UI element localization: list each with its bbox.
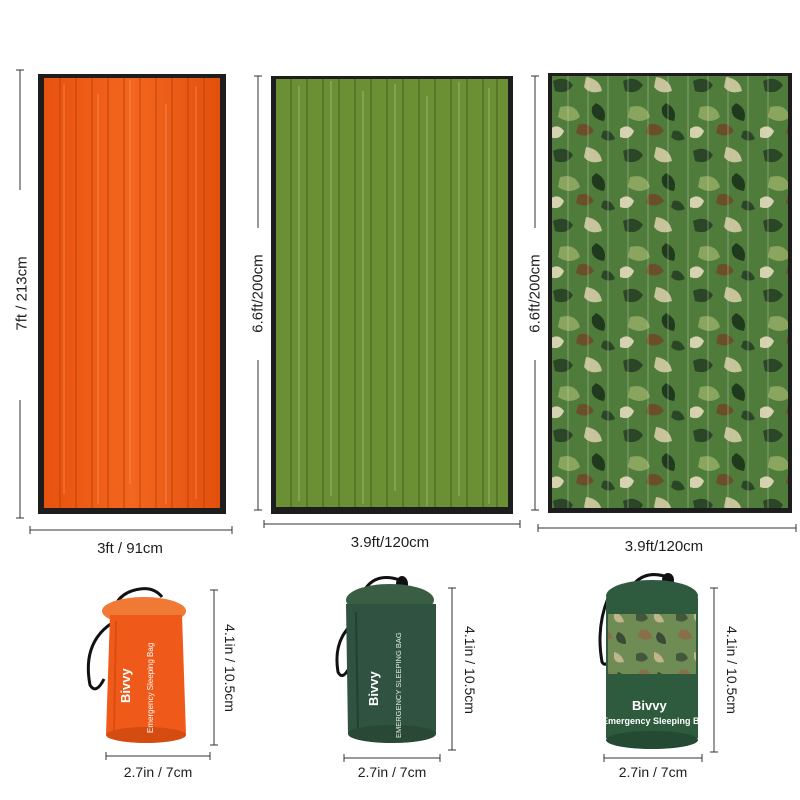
green-width-label: 3.9ft/120cm bbox=[350, 534, 430, 551]
green-pouch-height-label: 4.1in / 10.5cm bbox=[462, 626, 478, 714]
orange-pouch: Bivvy Emergency Sleeping Bag bbox=[82, 585, 212, 750]
camo-pouch-subtitle: Emergency Sleeping Bag bbox=[602, 716, 711, 726]
camo-pouch-width-label: 2.7in / 7cm bbox=[618, 764, 688, 780]
orange-pouch-brand: Bivvy bbox=[118, 668, 133, 703]
green-pouch: Bivvy EMERGENCY SLEEPING BAG bbox=[320, 570, 450, 750]
camo-length-label: 6.6ft/200cm bbox=[526, 254, 544, 333]
orange-blanket bbox=[38, 74, 226, 514]
camo-pouch: Bivvy Emergency Sleeping Bag bbox=[592, 568, 711, 752]
green-pouch-subtitle: EMERGENCY SLEEPING BAG bbox=[394, 632, 403, 738]
camo-blanket bbox=[548, 73, 792, 513]
green-pouch-brand: Bivvy bbox=[366, 671, 381, 706]
green-pouch-width-label: 2.7in / 7cm bbox=[357, 764, 427, 780]
green-blanket bbox=[271, 76, 513, 514]
orange-pouch-subtitle: Emergency Sleeping Bag bbox=[146, 642, 155, 733]
orange-width-label: 3ft / 91cm bbox=[97, 540, 163, 557]
camo-width-label: 3.9ft/120cm bbox=[624, 538, 704, 555]
orange-pouch-width-label: 2.7in / 7cm bbox=[123, 764, 193, 780]
orange-length-label: 7ft / 213cm bbox=[13, 256, 31, 331]
orange-pouch-height-label: 4.1in / 10.5cm bbox=[222, 624, 238, 712]
camo-pouch-height-label: 4.1in / 10.5cm bbox=[724, 626, 740, 714]
green-length-label: 6.6ft/200cm bbox=[249, 254, 267, 333]
camo-pouch-brand: Bivvy bbox=[632, 698, 667, 713]
